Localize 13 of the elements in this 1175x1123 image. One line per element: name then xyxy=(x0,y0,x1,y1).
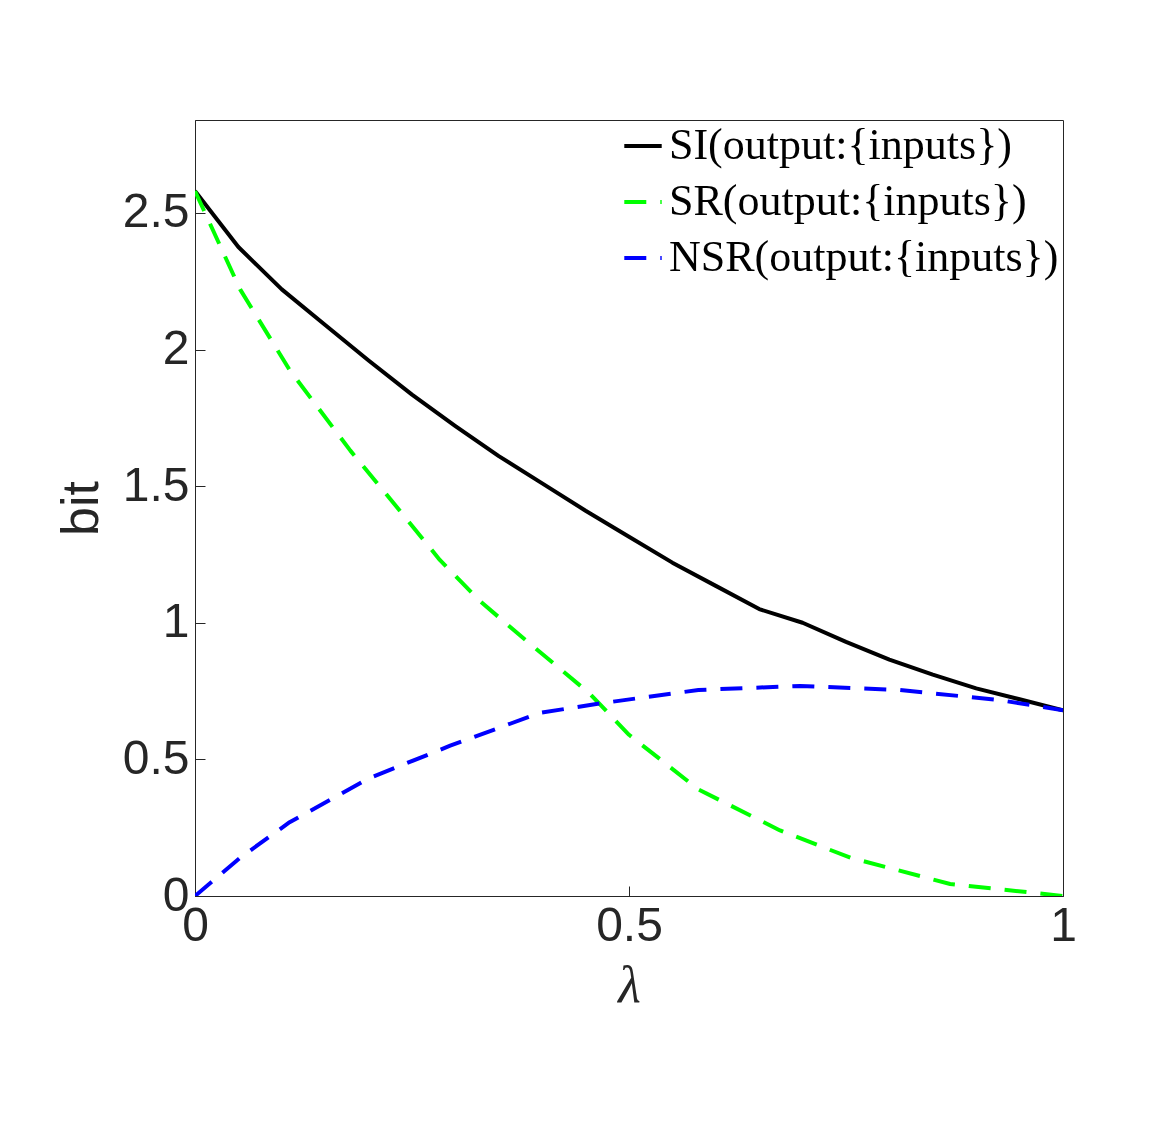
y-tick-label: 0.5 xyxy=(122,730,190,784)
legend-label: NSR(output:{inputs}) xyxy=(669,232,1059,281)
x-tick-label: 0.5 xyxy=(596,897,663,951)
y-tick-label: 1.5 xyxy=(122,457,190,511)
legend-label: SI(output:{inputs}) xyxy=(669,120,1012,169)
legend-label: SR(output:{inputs}) xyxy=(669,176,1027,225)
y-tick-label: 2 xyxy=(162,321,190,375)
line-series xyxy=(195,683,1063,896)
y-tick-label: 2.5 xyxy=(122,184,190,238)
x-tick-label: 1 xyxy=(1050,897,1077,951)
y-tick-label: 1 xyxy=(162,594,190,648)
x-axis-title: λ xyxy=(616,955,641,1013)
y-axis-title: bit xyxy=(50,480,109,536)
